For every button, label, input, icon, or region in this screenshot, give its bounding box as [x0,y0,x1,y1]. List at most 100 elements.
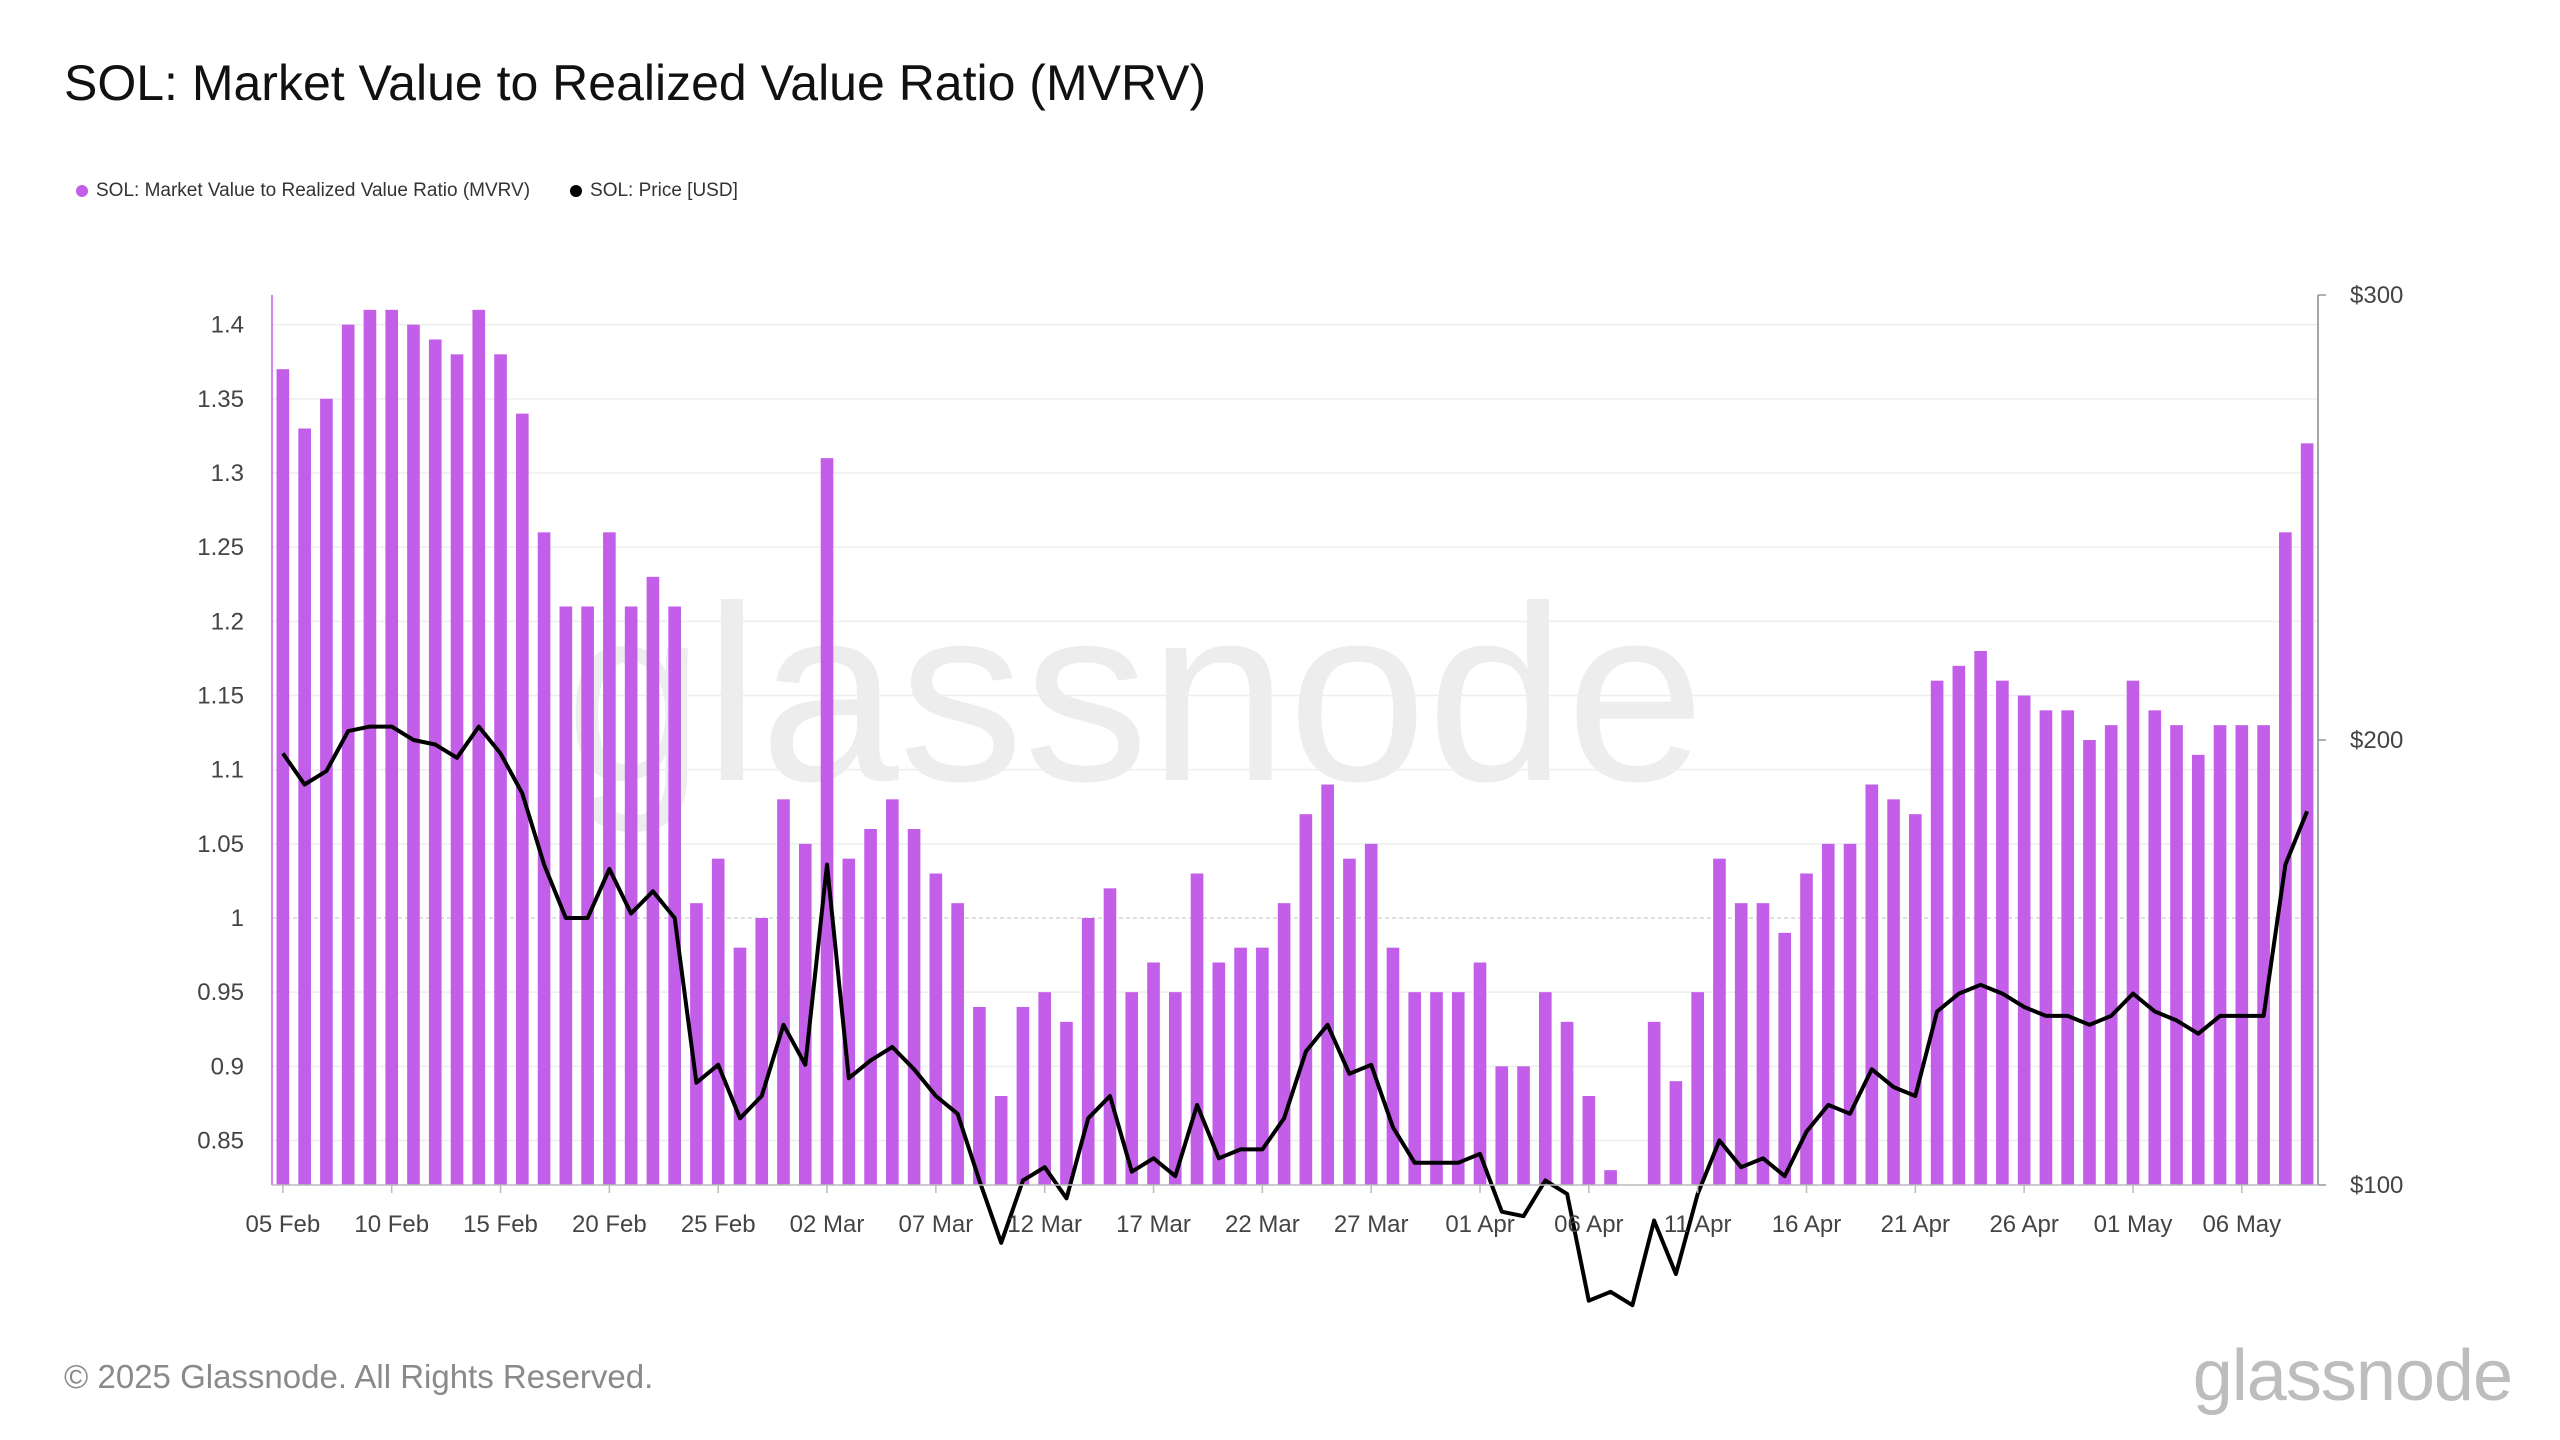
mvrv-bar [1582,1096,1596,1185]
mvrv-bar [581,606,594,1185]
x-tick-label: 06 Apr [1554,1211,1623,1238]
mvrv-bar [690,903,703,1185]
y-left-tick-label: 1.4 [211,312,244,339]
mvrv-bar [1343,858,1356,1185]
y-left-tick-label: 1.2 [211,608,244,635]
mvrv-bar [733,947,747,1185]
mvrv-bar [2126,680,2140,1185]
x-tick-label: 27 Mar [1334,1211,1409,1238]
mvrv-bar [646,576,660,1185]
y-left-tick-label: 1.35 [197,386,244,413]
mvrv-bar [1538,992,1552,1185]
mvrv-bar [276,369,290,1186]
mvrv-bar [1473,962,1487,1185]
mvrv-bar [1930,680,1944,1185]
mvrv-bar [1081,918,1095,1185]
mvrv-bar [1952,665,1966,1185]
mvrv-bar [1843,843,1857,1185]
mvrv-bar [1734,903,1748,1185]
x-tick-label: 12 Mar [1007,1211,1082,1238]
mvrv-bar [1495,1066,1509,1185]
mvrv-bar [1604,1170,1617,1185]
y-right-tick-label: $200 [2350,727,2403,754]
legend-label-price: SOL: Price [USD] [590,180,738,201]
x-tick-label: 16 Apr [1772,1211,1841,1238]
y-left-tick-label: 1 [231,905,244,932]
legend-item-mvrv[interactable]: SOL: Market Value to Realized Value Rati… [76,180,530,202]
mvrv-bar [2279,532,2292,1185]
mvrv-bar [951,903,964,1185]
mvrv-bar [1299,814,1313,1185]
mvrv-bar [2104,725,2118,1185]
x-tick-label: 06 May [2202,1211,2281,1238]
mvrv-bar [929,873,943,1185]
x-tick-label: 01 Apr [1445,1211,1514,1238]
mvrv-bar [1234,947,1247,1185]
copyright-text: © 2025 Glassnode. All Rights Reserved. [64,1358,654,1395]
y-right-tick-label: $300 [2350,282,2403,309]
mvrv-bar [472,309,486,1185]
mvrv-bar [1190,873,1204,1185]
mvrv-bar [2083,740,2096,1185]
mvrv-bar [668,606,681,1185]
mvrv-bar [1147,962,1160,1185]
mvrv-bar [1691,992,1704,1185]
mvrv-bar [1756,903,1770,1185]
x-tick-label: 15 Feb [463,1211,538,1238]
x-tick-label: 07 Mar [899,1211,974,1238]
mvrv-bar [864,829,877,1185]
legend-swatch-price [570,185,583,197]
mvrv-bar [1256,947,1269,1185]
price-line [281,724,2309,1308]
x-tick-label: 11 Apr [1664,1211,1732,1238]
mvrv-bar [1212,962,1226,1185]
y-left-tick-label: 1.3 [211,460,244,487]
mvrv-bar [559,606,573,1185]
mvrv-bar [2257,725,2270,1185]
mvrv-bar [1451,992,1465,1185]
mvrv-bar [1996,680,2009,1185]
mvrv-bar [1865,784,1879,1185]
mvrv-bar [777,799,790,1185]
mvrv-bar [2170,725,2183,1185]
watermark: glassnode [565,554,1705,833]
x-tick-label: 22 Mar [1225,1211,1300,1238]
mvrv-bar [1277,903,1291,1185]
y-left-tick-label: 0.95 [197,979,244,1006]
x-tick-label: 25 Feb [681,1211,756,1238]
mvrv-bar [820,458,834,1186]
mvrv-bar [2235,725,2249,1185]
mvrv-bar [994,1096,1008,1185]
mvrv-bar [385,309,399,1185]
mvrv-bar [341,324,355,1186]
mvrv-bar [886,799,899,1185]
mvrv-bar [1060,1021,1073,1185]
mvrv-bar [1560,1021,1574,1185]
mvrv-bar [428,339,442,1185]
x-tick-label: 20 Feb [572,1211,647,1238]
mvrv-bar [1430,992,1443,1185]
mvrv-bar [1038,992,1052,1185]
mvrv-bar [363,309,377,1185]
legend-item-price[interactable]: SOL: Price [USD] [570,180,738,202]
y-left-tick-label: 0.85 [197,1128,244,1155]
y-left-tick-label: 1.1 [211,757,244,784]
y-left-tick-label: 0.9 [211,1053,244,1080]
x-tick-label: 05 Feb [246,1211,321,1238]
legend-label-mvrv: SOL: Market Value to Realized Value Rati… [96,180,531,201]
mvrv-bar [1364,843,1378,1185]
mvrv-bar [1125,992,1139,1185]
mvrv-bar [1103,888,1117,1185]
mvrv-bar [1321,784,1334,1185]
mvrv-bar [2148,710,2162,1185]
mvrv-bar [407,324,420,1186]
mvrv-bar [2061,710,2075,1185]
mvrv-bar [320,398,333,1185]
mvrv-bar [2191,754,2205,1185]
mvrv-bar [798,843,812,1185]
mvrv-bar [1016,1007,1030,1185]
axes: 0.85 0.9 0.95 1 1.05 1.1 1.15 1.2 1.25 1.3 1.35 1.4… [197,282,2403,1238]
mvrv-bar [2039,710,2053,1185]
mvrv-bar [1887,799,1900,1185]
mvrv-bar [1974,651,1987,1185]
